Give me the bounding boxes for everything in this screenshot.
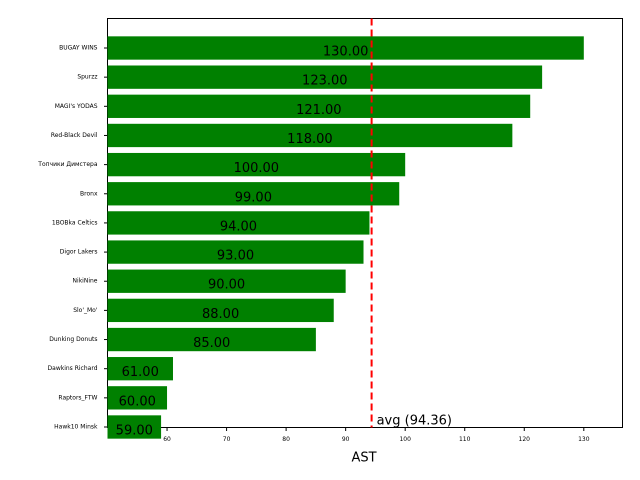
bar <box>107 94 531 118</box>
y-tick-label: Raptors_FTW <box>58 394 97 401</box>
x-tick-label: 100 <box>399 436 411 443</box>
bar <box>107 240 364 264</box>
bar <box>107 65 543 89</box>
bar <box>107 152 406 177</box>
bar <box>107 386 168 410</box>
bar <box>107 269 346 293</box>
annotation: avg (94.36) <box>377 414 452 429</box>
y-tick-label: BUGAY WINS <box>59 45 98 52</box>
value-label: 99.00 <box>235 190 272 205</box>
bar <box>107 211 370 235</box>
value-label: 93.00 <box>217 249 254 264</box>
value-label: 61.00 <box>122 365 159 380</box>
value-label: 123.00 <box>302 74 348 89</box>
y-tick-label: Spurzz <box>77 74 97 81</box>
x-tick-label: 60 <box>163 436 171 443</box>
y-tick-label: Bronx <box>80 190 98 197</box>
value-label: 88.00 <box>202 307 239 322</box>
y-tick-label: Топчики Димстера <box>37 161 98 168</box>
y-tick-label: MAGI's YODAS <box>55 103 98 110</box>
value-label: 100.00 <box>234 161 280 176</box>
y-tick-label: Dawkins Richard <box>48 365 98 372</box>
value-label: 121.00 <box>296 103 342 118</box>
bar <box>107 327 316 352</box>
value-label: 94.00 <box>220 219 257 234</box>
bar <box>107 357 173 381</box>
y-tick-label: Hawk10 Minsk <box>54 424 98 431</box>
y-tick-label: Red-Black Devil <box>51 132 98 139</box>
bar <box>107 123 513 148</box>
value-label: 59.00 <box>116 424 153 439</box>
value-label: 118.00 <box>287 132 333 147</box>
x-axis-label: AST <box>351 451 376 466</box>
x-tick-label: 110 <box>459 436 471 443</box>
value-label: 85.00 <box>193 336 230 351</box>
bar <box>107 182 400 206</box>
x-tick-label: 90 <box>342 436 350 443</box>
x-tick-label: 130 <box>578 436 590 443</box>
y-tick-label: Dunking Donuts <box>49 336 97 343</box>
value-label: 90.00 <box>208 278 245 293</box>
bar <box>107 298 334 323</box>
y-tick-label: NikiNine <box>73 278 98 285</box>
value-label: 130.00 <box>323 45 369 60</box>
x-tick-label: 120 <box>519 436 531 443</box>
y-tick-label: Digor Lakers <box>60 249 98 256</box>
value-label: 60.00 <box>119 394 156 409</box>
y-tick-label: Slo'_Mo' <box>73 307 98 314</box>
x-tick-label: 70 <box>223 436 231 443</box>
x-tick-label: 80 <box>282 436 290 443</box>
y-tick-label: 1BOBka Celtics <box>52 219 98 226</box>
bar <box>107 36 584 60</box>
bar <box>107 415 162 439</box>
